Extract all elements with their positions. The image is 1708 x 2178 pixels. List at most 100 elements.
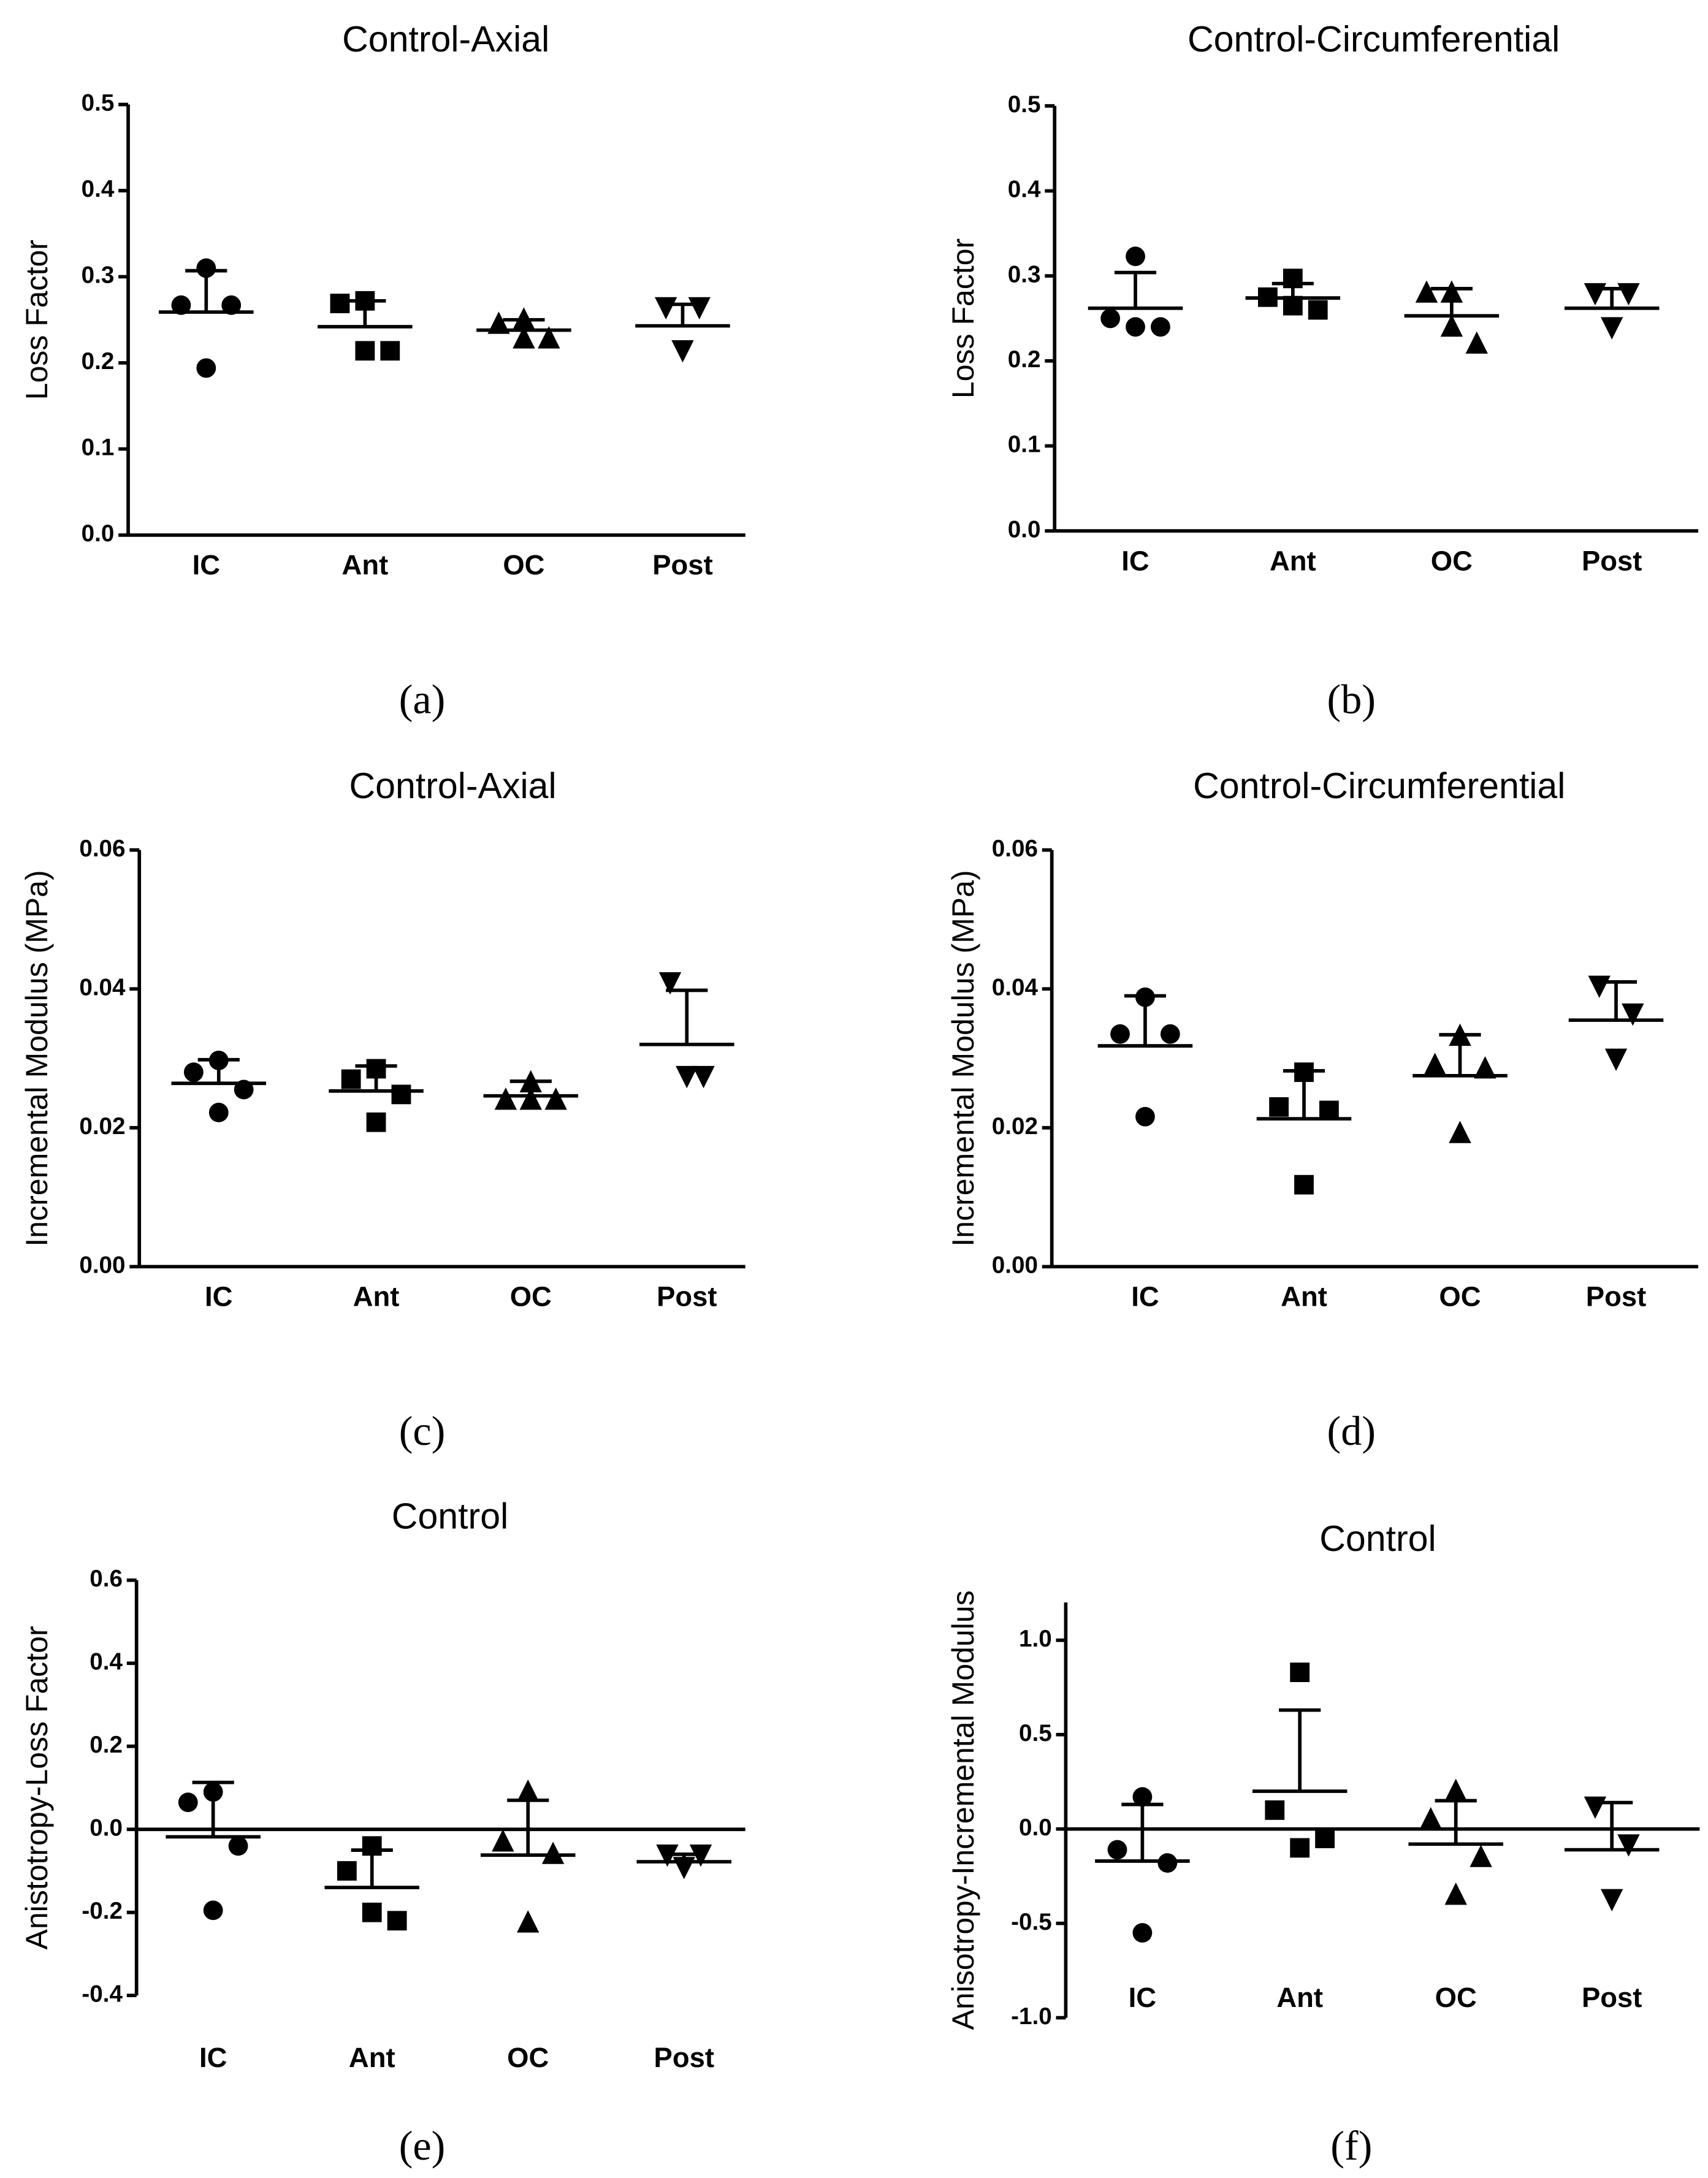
point: [1584, 283, 1607, 306]
point: [1617, 283, 1640, 306]
point: [1474, 1056, 1496, 1079]
chart-title: Control: [1319, 1518, 1436, 1559]
point: [196, 258, 216, 278]
x-tick-label: OC: [503, 549, 544, 581]
chart-title: Control: [392, 1496, 508, 1536]
point: [517, 1910, 539, 1933]
x-tick-label: OC: [1435, 1982, 1477, 2013]
point: [1265, 1800, 1285, 1820]
x-tick-label: IC: [1131, 1281, 1159, 1312]
point: [1107, 1840, 1127, 1860]
y-axis-label: Anisotropy-Incremental Modulus: [946, 1590, 980, 2030]
point: [1126, 246, 1145, 267]
x-tick-label: IC: [1121, 545, 1149, 576]
y-tick-label: 0.6: [90, 1566, 123, 1592]
y-axis-label: Loss Factor: [946, 238, 980, 398]
point: [1135, 1106, 1155, 1127]
point: [519, 1087, 542, 1110]
point: [676, 1065, 698, 1089]
point: [1315, 1829, 1335, 1848]
point: [692, 1065, 715, 1089]
y-tick-label: 0.00: [992, 1252, 1038, 1279]
y-tick-label: 0.2: [1008, 346, 1041, 373]
y-tick-label: 0.0: [90, 1814, 123, 1841]
point: [1449, 1121, 1471, 1143]
point: [221, 295, 242, 315]
point: [387, 1911, 407, 1931]
y-tick-label: 0.4: [82, 176, 115, 202]
y-tick-label: 0.06: [79, 836, 125, 862]
y-axis-label: Anistotropy-Loss Factor: [20, 1626, 54, 1949]
x-tick-label: Post: [654, 2042, 714, 2073]
y-tick-label: -1.0: [1011, 2003, 1052, 2030]
point: [1444, 1882, 1467, 1905]
point: [337, 1861, 357, 1881]
point: [1424, 1053, 1446, 1075]
point: [391, 1084, 411, 1105]
y-tick-label: -0.4: [82, 1981, 123, 2007]
point: [208, 1102, 229, 1122]
point: [513, 326, 535, 349]
point: [1617, 1834, 1640, 1857]
x-tick-label: Post: [652, 549, 712, 581]
point: [1622, 1003, 1644, 1026]
point: [1308, 300, 1328, 320]
point: [228, 1836, 248, 1856]
x-tick-label: OC: [507, 2042, 549, 2073]
point: [1319, 1100, 1339, 1121]
point: [1470, 1845, 1492, 1867]
point: [1440, 314, 1463, 337]
point: [1126, 317, 1145, 337]
y-axis-label: Loss Factor: [20, 240, 54, 400]
point: [1151, 317, 1170, 337]
y-tick-label: 0.5: [1008, 91, 1041, 118]
point: [1157, 1853, 1178, 1873]
point: [494, 1087, 517, 1110]
point: [171, 295, 191, 315]
x-tick-label: Ant: [342, 549, 389, 581]
y-tick-label: 0.3: [1008, 261, 1041, 287]
chart-title: Control-Circumferential: [1188, 19, 1560, 59]
point: [1290, 1838, 1310, 1858]
point: [1604, 1048, 1628, 1071]
panel-caption: (d): [1327, 1407, 1376, 1454]
y-tick-label: 0.3: [82, 262, 115, 289]
y-tick-label: 0.04: [79, 974, 126, 1000]
point: [492, 1829, 514, 1852]
x-tick-label: Ant: [353, 1281, 400, 1312]
point: [487, 311, 510, 334]
point: [203, 1900, 223, 1921]
point: [355, 341, 375, 361]
point: [1110, 1024, 1130, 1044]
panel-caption: (c): [399, 1407, 446, 1454]
point: [1415, 280, 1438, 303]
point: [1419, 1807, 1442, 1830]
x-tick-label: Post: [1586, 1281, 1646, 1312]
y-tick-label: 0.02: [79, 1113, 125, 1140]
x-tick-label: OC: [510, 1281, 552, 1312]
y-tick-label: 0.4: [1008, 177, 1041, 203]
y-tick-label: 0.2: [90, 1732, 123, 1758]
panel-caption: (b): [1327, 676, 1376, 723]
x-tick-label: Ant: [1276, 1982, 1323, 2013]
y-tick-label: 0.00: [79, 1252, 125, 1279]
point: [517, 1779, 539, 1802]
point: [538, 326, 560, 349]
x-tick-label: IC: [199, 2042, 227, 2073]
x-tick-label: Ant: [1281, 1281, 1327, 1312]
y-tick-label: 0.5: [82, 90, 115, 116]
point: [1100, 308, 1121, 329]
point: [658, 972, 682, 995]
y-tick-label: 0.4: [90, 1648, 123, 1675]
y-tick-label: 0.0: [1008, 516, 1041, 543]
x-tick-label: Post: [1582, 545, 1642, 576]
point: [541, 1841, 565, 1864]
point: [1290, 1662, 1310, 1683]
point: [380, 341, 400, 361]
y-tick-label: 0.06: [992, 836, 1038, 862]
x-tick-label: IC: [205, 1281, 232, 1312]
x-tick-label: IC: [1129, 1982, 1156, 2013]
y-tick-label: 0.04: [992, 974, 1039, 1000]
y-tick-label: 0.2: [82, 348, 115, 375]
